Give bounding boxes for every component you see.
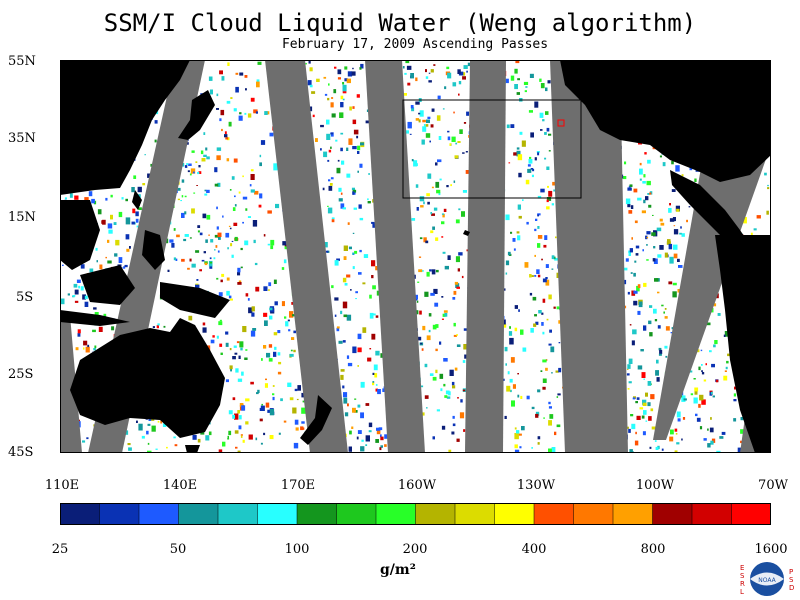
colorbar-segment: [691, 503, 733, 525]
land-indochina: [60, 200, 100, 270]
land-java: [60, 310, 130, 326]
colorbar: [60, 503, 771, 525]
swath-gap-2: [265, 60, 348, 453]
lat-label-5s: 5S: [16, 290, 34, 305]
colorbar-units: g/m²: [380, 562, 416, 578]
colorbar-segment: [494, 503, 535, 525]
logo-letter-e: E: [740, 564, 744, 572]
colorbar-segment: [731, 503, 771, 525]
cloud-liquid-water-map: [60, 60, 771, 453]
colorbar-segment: [257, 503, 298, 525]
colorbar-label-200: 200: [402, 542, 428, 557]
swath-gap-3: [365, 60, 425, 453]
land-hawaii: [463, 230, 470, 236]
map-title: SSM/I Cloud Liquid Water (Weng algorithm…: [103, 9, 697, 37]
logo-letter-s: S: [740, 572, 745, 580]
colorbar-segment: [217, 503, 259, 525]
lon-label-70w: 70W: [758, 478, 788, 493]
noaa-esrl-psd-logo: NOAA E S R L P S D: [740, 562, 794, 596]
land-north-america: [560, 60, 771, 182]
colorbar-segments: [60, 503, 771, 525]
land-philippines: [142, 230, 165, 270]
colorbar-frame: [60, 503, 771, 525]
land-japan: [178, 90, 215, 140]
colorbar-segment: [138, 503, 180, 525]
colorbar-segment: [99, 503, 140, 525]
logo-letter-p: P: [789, 568, 793, 576]
colorbar-label-50: 50: [169, 542, 187, 557]
lat-label-35n: 35N: [8, 131, 36, 146]
colorbar-segment: [296, 503, 338, 525]
logo-letter-r: R: [740, 580, 745, 588]
colorbar-label-1600: 1600: [754, 542, 788, 557]
highlight-marker: [557, 119, 565, 127]
lon-label-160w: 160W: [397, 478, 437, 493]
land-masses: [60, 60, 771, 453]
colorbar-segment: [612, 503, 654, 525]
lat-label-25s: 25S: [8, 367, 34, 382]
logo-letter-l: L: [740, 588, 744, 596]
lat-label-45s: 45S: [8, 445, 34, 460]
land-asia: [60, 60, 190, 195]
colorbar-segment: [415, 503, 456, 525]
colorbar-segment: [454, 503, 496, 525]
colorbar-segment: [336, 503, 377, 525]
logo-letter-d: D: [789, 584, 794, 592]
land-new-guinea: [160, 282, 230, 318]
land-borneo: [80, 265, 135, 305]
map-frame: [60, 60, 771, 453]
logo-letter-s2: S: [789, 576, 794, 584]
colorbar-segment: [178, 503, 219, 525]
map-subtitle: February 17, 2009 Ascending Passes: [281, 37, 549, 52]
colorbar-label-400: 400: [521, 542, 547, 557]
highlight-region-box: [402, 99, 582, 199]
lat-label-15n: 15N: [8, 210, 36, 225]
colorbar-label-25: 25: [51, 542, 69, 557]
land-south-america: [715, 235, 771, 453]
colorbar-label-100: 100: [284, 542, 310, 557]
lon-label-170e: 170E: [280, 478, 316, 493]
land-taiwan: [132, 190, 142, 210]
swath-gap-5: [550, 60, 628, 453]
noaa-logo-text: NOAA: [758, 577, 776, 584]
colorbar-segment: [573, 503, 614, 525]
colorbar-segment: [652, 503, 693, 525]
noaa-logo-bird: [750, 572, 784, 586]
lon-label-100w: 100W: [635, 478, 675, 493]
colorbar-segment: [375, 503, 417, 525]
colorbar-label-800: 800: [640, 542, 666, 557]
lon-label-140e: 140E: [162, 478, 198, 493]
lon-label-130w: 130W: [516, 478, 556, 493]
land-australia: [70, 318, 225, 438]
swath-gap-4: [465, 60, 506, 453]
colorbar-segment: [533, 503, 575, 525]
swath-gap-7: [60, 315, 82, 453]
colorbar-segment: [60, 503, 101, 525]
land-central-america: [670, 170, 750, 250]
lon-label-110e: 110E: [44, 478, 80, 493]
land-tasmania: [185, 445, 200, 453]
land-new-zealand: [300, 395, 332, 445]
lat-label-55n: 55N: [8, 54, 36, 69]
